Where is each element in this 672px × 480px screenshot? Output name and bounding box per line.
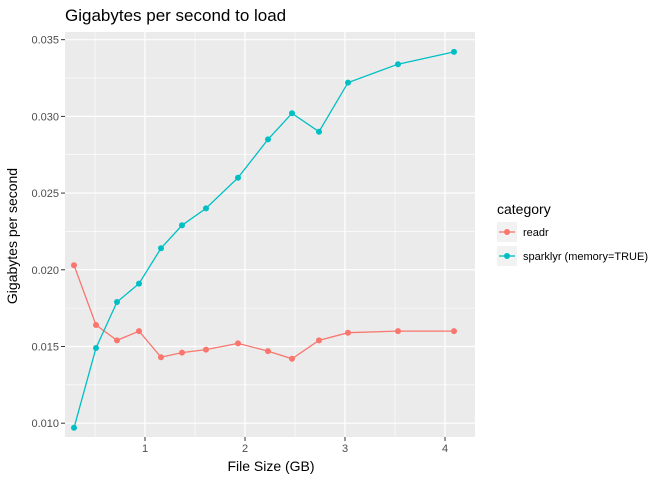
data-point (395, 328, 401, 335)
data-point (71, 424, 77, 431)
x-tick-label: 2 (242, 443, 248, 455)
legend-item: sparklyr (memory=TRUE) (497, 246, 648, 266)
data-point (136, 328, 142, 335)
data-point (203, 346, 209, 353)
data-point (451, 48, 457, 55)
data-point (265, 136, 271, 143)
x-tick-label: 1 (142, 443, 148, 455)
data-point (316, 128, 322, 135)
data-point (345, 329, 351, 336)
data-point (114, 337, 120, 344)
chart-title: Gigabytes per second to load (65, 6, 286, 25)
data-point (93, 345, 99, 351)
data-point (93, 322, 99, 328)
grid-minor (65, 32, 475, 437)
plot-panel (65, 32, 475, 437)
data-point (203, 205, 209, 212)
data-point (316, 337, 322, 344)
x-axis-title: File Size (GB) (227, 458, 314, 474)
data-point (289, 110, 295, 117)
data-point (345, 79, 351, 86)
data-point (158, 354, 164, 361)
legend-item: readr (497, 222, 549, 242)
legend-key-point (504, 229, 510, 235)
series-line (73, 51, 455, 428)
data-point (179, 349, 185, 356)
data-point (235, 340, 241, 347)
legend-label: readr (523, 227, 549, 239)
x-tick-label: 4 (442, 443, 448, 455)
data-point (158, 245, 164, 252)
y-tick-label: 0.030 (31, 111, 59, 123)
data-point (71, 262, 77, 269)
series-1 (71, 48, 457, 431)
y-axis-title: Gigabytes per second (4, 168, 20, 304)
y-tick-label: 0.020 (31, 265, 59, 277)
y-tick-label: 0.010 (31, 418, 59, 430)
data-point (136, 280, 142, 287)
data-point (395, 61, 401, 68)
data-point (179, 222, 185, 229)
legend: category readr sparklyr (memory=TRUE) (497, 201, 648, 266)
data-point (289, 355, 295, 362)
x-tick-label: 3 (342, 443, 348, 455)
data-point (451, 328, 457, 335)
grid-major (65, 32, 475, 437)
y-tick-label: 0.015 (31, 341, 59, 353)
series-line (73, 264, 454, 360)
y-tick-label: 0.035 (31, 35, 59, 47)
data-point (265, 348, 271, 355)
series-0 (71, 262, 457, 362)
y-tick-label: 0.025 (31, 188, 59, 200)
x-axis: 1 2 3 4 (142, 437, 448, 455)
data-point (235, 174, 241, 181)
y-axis: 0.010 0.015 0.020 0.025 0.030 0.035 (31, 35, 65, 430)
data-point (114, 299, 120, 305)
legend-title: category (497, 201, 551, 217)
legend-label: sparklyr (memory=TRUE) (523, 251, 648, 263)
legend-key-point (504, 253, 510, 259)
series-layer (71, 48, 457, 431)
